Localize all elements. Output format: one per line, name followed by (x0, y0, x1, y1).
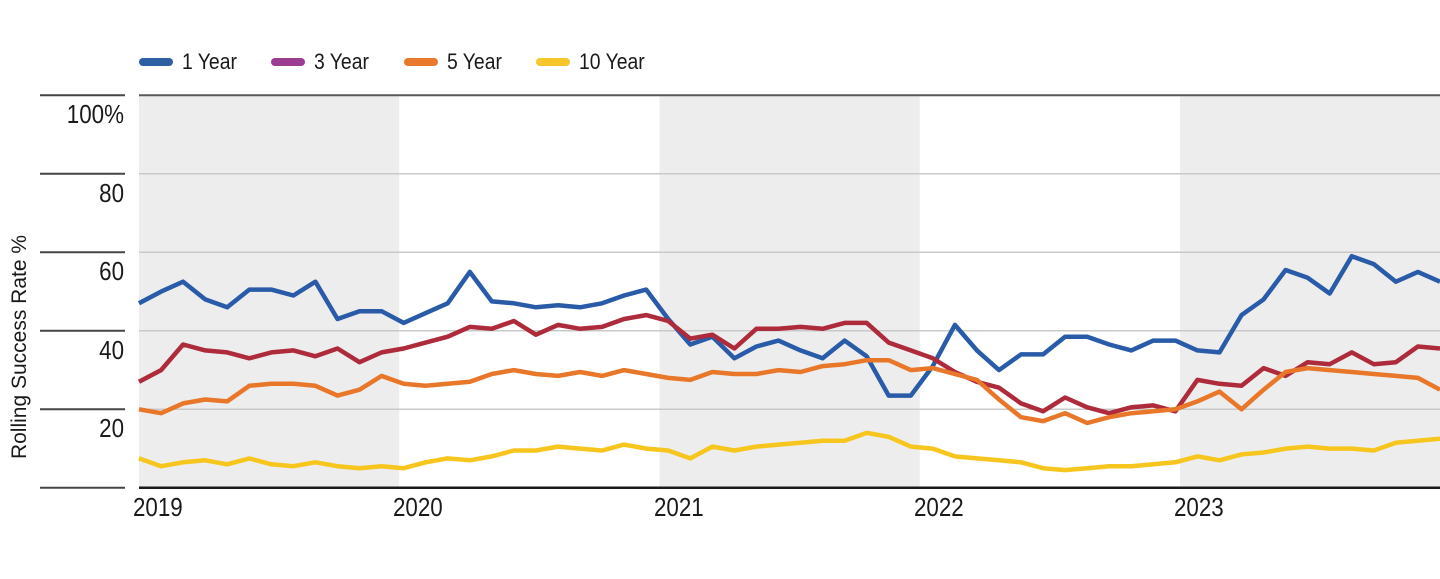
legend-item-1-year[interactable]: 1 Year (139, 51, 244, 73)
legend-item-5-year[interactable]: 5 Year (403, 49, 509, 74)
y-tick-label-80: 80 (99, 178, 124, 208)
y-tick-label-20: 20 (99, 413, 124, 443)
legend: 1 Year 3 Year 5 Year 10 Year (139, 51, 654, 73)
y-axis-title: Rolling Success Rate % (8, 234, 31, 460)
x-tick-label-2023: 2023 (1174, 492, 1224, 522)
gridlines (40, 94, 1440, 490)
series-lines (137, 253, 1440, 473)
series-line-1-year (137, 253, 1440, 398)
legend-swatch-3-year (271, 58, 306, 66)
legend-swatch-10-year (536, 58, 571, 66)
series-line-10-year (138, 430, 1440, 473)
year-bands (139, 95, 1440, 488)
legend-label-10-year: 10 Year (579, 49, 645, 74)
legend-label-1-year: 1 Year (182, 49, 237, 74)
legend-swatch-5-year (403, 58, 438, 66)
year-band-2023 (1180, 95, 1440, 488)
y-tick-label-100: 100% (66, 99, 124, 129)
x-tick-label-2022: 2022 (914, 492, 964, 522)
legend-label-3-year: 3 Year (314, 49, 370, 74)
series-line-5-year (138, 357, 1440, 426)
legend-swatch-1-year (139, 58, 173, 66)
y-tick-label-60: 60 (99, 256, 124, 286)
legend-item-3-year[interactable]: 3 Year (271, 51, 376, 73)
y-tick-label-40: 40 (99, 335, 124, 365)
legend-item-10-year[interactable]: 10 Year (536, 51, 654, 73)
x-tick-label-2021: 2021 (654, 492, 704, 522)
x-tick-label-2019: 2019 (133, 492, 183, 522)
legend-label-5-year: 5 Year (446, 49, 502, 74)
year-band-2021 (659, 95, 920, 488)
x-tick-label-2020: 2020 (393, 492, 443, 522)
series-line-3-year (137, 312, 1440, 416)
